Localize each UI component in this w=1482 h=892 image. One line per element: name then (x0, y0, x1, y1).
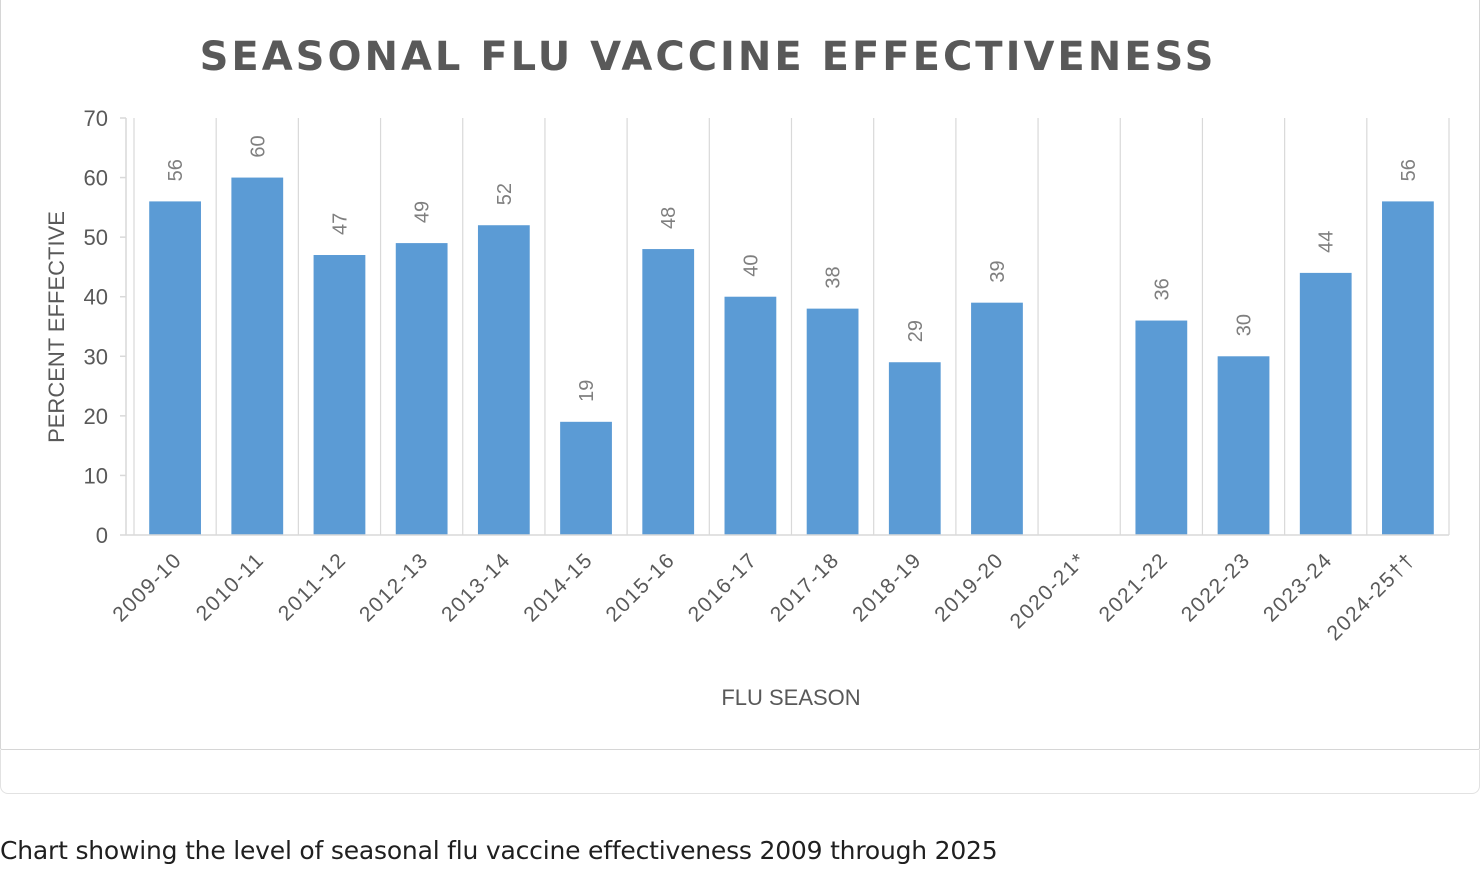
bar (724, 296, 777, 535)
data-label: 40 (740, 254, 762, 276)
bar (1217, 356, 1270, 535)
data-label: 56 (165, 159, 187, 181)
bar (313, 255, 366, 535)
x-tick-label: 2013-14 (437, 548, 515, 626)
x-tick-label: 2016-17 (684, 548, 762, 626)
bar (1299, 272, 1352, 535)
bar (1382, 201, 1434, 535)
y-tick-label: 70 (84, 106, 108, 131)
y-axis-title: PERCENT EFFECTIVE (44, 211, 69, 443)
bar (888, 362, 941, 535)
chart-frame (0, 0, 1480, 750)
y-tick-label: 40 (84, 285, 108, 310)
data-label: 56 (1398, 159, 1420, 181)
data-label: 52 (494, 183, 516, 205)
x-tick-label: 2020-21* (1006, 548, 1091, 633)
data-label: 38 (823, 266, 845, 288)
x-tick-label: 2017-18 (766, 548, 844, 626)
data-label: 60 (247, 135, 269, 157)
y-tick-label: 0 (96, 523, 108, 548)
data-label: 36 (1151, 278, 1173, 300)
bar (395, 243, 448, 535)
y-tick-label: 10 (84, 463, 108, 488)
data-label: 48 (658, 207, 680, 229)
data-label: 47 (329, 213, 351, 235)
data-labels: 56 60 47 49 52 19 48 40 38 29 39 36 30 44 56 (165, 135, 1420, 401)
x-axis-ticks: 2009-10 2010-11 2011-12 2012-13 2013-14 2014-… (108, 534, 1449, 645)
x-tick-label: 2023-24 (1259, 548, 1337, 626)
x-axis-title: FLU SEASON (721, 685, 860, 710)
data-label: 30 (1234, 314, 1256, 336)
x-tick-label: 2015-16 (602, 548, 680, 626)
bars (149, 177, 1434, 536)
x-tick-label: 2012-13 (355, 548, 433, 626)
x-tick-label: 2022-23 (1177, 548, 1255, 626)
y-axis-ticks: 0 10 20 30 40 50 60 70 (84, 106, 127, 548)
caption-panel-border (0, 750, 1480, 794)
data-label: 29 (905, 320, 927, 342)
x-tick-label: 2010-11 (192, 548, 269, 625)
bar (1135, 320, 1188, 535)
bar (971, 302, 1023, 535)
chart-caption: Chart showing the level of seasonal flu … (0, 836, 998, 865)
data-label: 19 (576, 380, 598, 402)
bar (231, 177, 284, 536)
x-tick-label: 2009-10 (108, 548, 186, 626)
bar (806, 308, 859, 535)
x-tick-label: 2024-25†† (1323, 548, 1420, 645)
x-tick-label: 2014-15 (519, 548, 597, 626)
gridlines (133, 118, 1450, 535)
data-label: 44 (1316, 231, 1338, 253)
x-tick-label: 2011-12 (274, 548, 351, 625)
y-tick-label: 60 (84, 166, 108, 191)
x-tick-label: 2018-19 (848, 548, 926, 626)
bar (477, 225, 530, 535)
y-tick-label: 50 (84, 225, 108, 250)
bar (149, 201, 201, 535)
y-tick-label: 20 (84, 404, 108, 429)
data-label: 49 (412, 201, 434, 223)
y-tick-label: 30 (84, 344, 108, 369)
bar (560, 421, 612, 535)
chart-title: SEASONAL FLU VACCINE EFFECTIVENESS (200, 34, 1217, 80)
bar-chart: SEASONAL FLU VACCINE EFFECTIVENESS PERCE… (44, 34, 1450, 710)
bar (642, 249, 695, 536)
data-label: 39 (987, 260, 1009, 282)
x-tick-label: 2021-22 (1095, 548, 1173, 626)
x-tick-label: 2019-20 (930, 548, 1008, 626)
